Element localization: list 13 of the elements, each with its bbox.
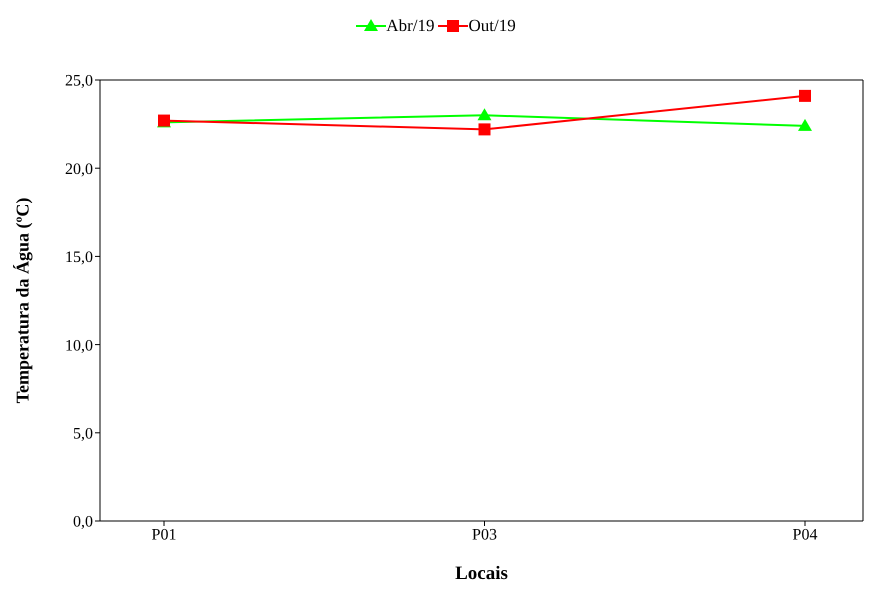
y-tick-label: 20,0 xyxy=(65,160,93,178)
y-tick-label: 25,0 xyxy=(65,72,93,90)
legend-label: Out/19 xyxy=(467,16,516,36)
x-tick-label: P01 xyxy=(152,526,176,544)
y-tick-label: 5,0 xyxy=(73,425,93,442)
legend-label: Abr/19 xyxy=(385,16,434,36)
y-axis-title: Temperatura da Água (ºC) xyxy=(12,198,32,404)
y-tick-label: 15,0 xyxy=(65,249,93,266)
x-tick-label: P03 xyxy=(472,526,497,544)
y-tick-label: 0,0 xyxy=(73,514,93,531)
x-axis-title: Locais xyxy=(455,563,508,584)
y-tick-label: 10,0 xyxy=(65,337,93,354)
x-tick-label: P04 xyxy=(792,526,818,544)
